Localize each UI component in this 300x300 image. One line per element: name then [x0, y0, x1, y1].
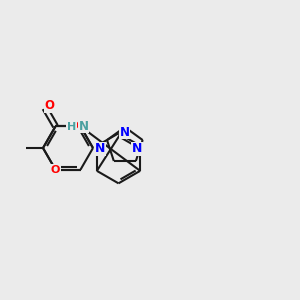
Text: N: N: [95, 142, 105, 155]
Text: O: O: [51, 165, 60, 175]
Text: O: O: [76, 121, 85, 131]
Text: H: H: [67, 122, 76, 132]
Text: N: N: [79, 120, 88, 133]
Text: O: O: [45, 99, 55, 112]
Text: N: N: [120, 126, 130, 139]
Text: N: N: [132, 142, 142, 155]
